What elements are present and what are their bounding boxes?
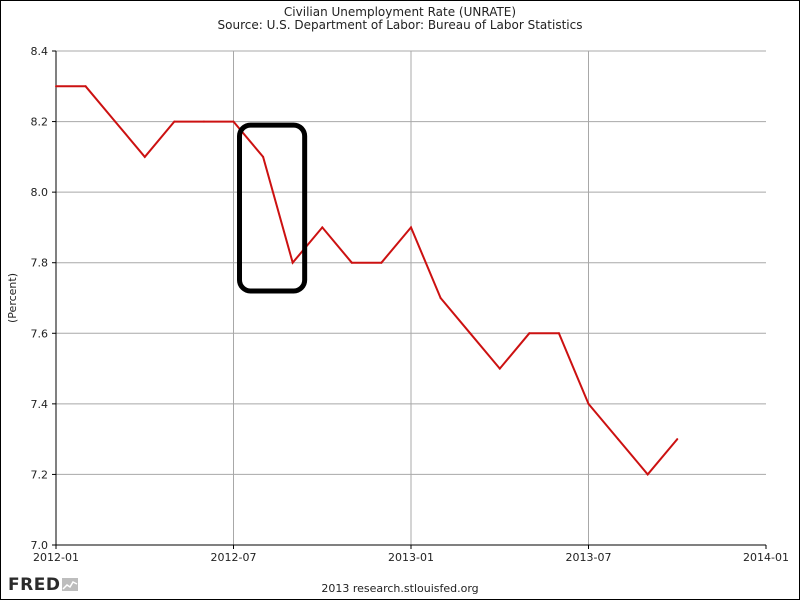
data-point bbox=[84, 85, 87, 88]
annotations bbox=[237, 122, 308, 294]
fred-logo-text: FRED bbox=[8, 575, 61, 595]
data-point bbox=[291, 261, 294, 264]
data-point bbox=[439, 297, 442, 299]
x-tick-label: 2014-01 bbox=[743, 551, 789, 564]
y-tick-label: 8.4 bbox=[31, 45, 49, 58]
chart-subtitle: Source: U.S. Department of Labor: Bureau… bbox=[217, 18, 583, 32]
data-point bbox=[114, 120, 117, 123]
data-point bbox=[410, 226, 412, 229]
series bbox=[55, 85, 679, 476]
data-point bbox=[380, 261, 383, 264]
data-point bbox=[55, 85, 57, 88]
series-line bbox=[56, 85, 679, 476]
credit-text: 2013 research.stlouisfed.org bbox=[321, 582, 479, 595]
chart-title: Civilian Unemployment Rate (UNRATE) bbox=[283, 5, 517, 19]
y-tick-label: 8.2 bbox=[31, 116, 49, 129]
x-tick-label: 2013-07 bbox=[566, 551, 612, 564]
y-tick-label: 7.8 bbox=[31, 257, 49, 270]
x-tick-label: 2012-01 bbox=[33, 551, 79, 564]
data-point bbox=[262, 155, 265, 158]
fred-logo: FRED bbox=[8, 575, 79, 595]
x-tick-label: 2013-01 bbox=[388, 551, 434, 564]
data-point bbox=[232, 120, 235, 123]
chart-glyph-icon bbox=[62, 578, 79, 591]
data-point bbox=[617, 438, 620, 441]
grid bbox=[56, 50, 766, 545]
x-tick-label: 2012-07 bbox=[211, 551, 257, 564]
y-axis-label: (Percent) bbox=[6, 273, 19, 323]
highlight-box bbox=[237, 122, 308, 294]
data-point bbox=[528, 332, 531, 335]
y-tick-label: 8.0 bbox=[31, 186, 49, 199]
data-point bbox=[587, 402, 590, 405]
data-point bbox=[202, 120, 205, 123]
y-tick-label: 7.0 bbox=[31, 539, 49, 552]
data-point bbox=[676, 438, 679, 441]
data-point bbox=[646, 473, 649, 476]
data-point bbox=[498, 367, 501, 370]
data-point bbox=[321, 226, 324, 229]
data-point bbox=[143, 155, 146, 158]
data-point bbox=[469, 332, 472, 335]
y-tick-label: 7.4 bbox=[31, 398, 49, 411]
data-point bbox=[173, 120, 176, 123]
y-tick-label: 7.2 bbox=[31, 468, 49, 481]
data-point bbox=[350, 261, 353, 264]
axes: 7.0 7.2 7.4 7.6 7.8 8.0 8.2 8.4 2012-01 2012-07 20… bbox=[31, 45, 789, 564]
data-point bbox=[557, 332, 560, 335]
y-tick-label: 7.6 bbox=[31, 327, 49, 340]
